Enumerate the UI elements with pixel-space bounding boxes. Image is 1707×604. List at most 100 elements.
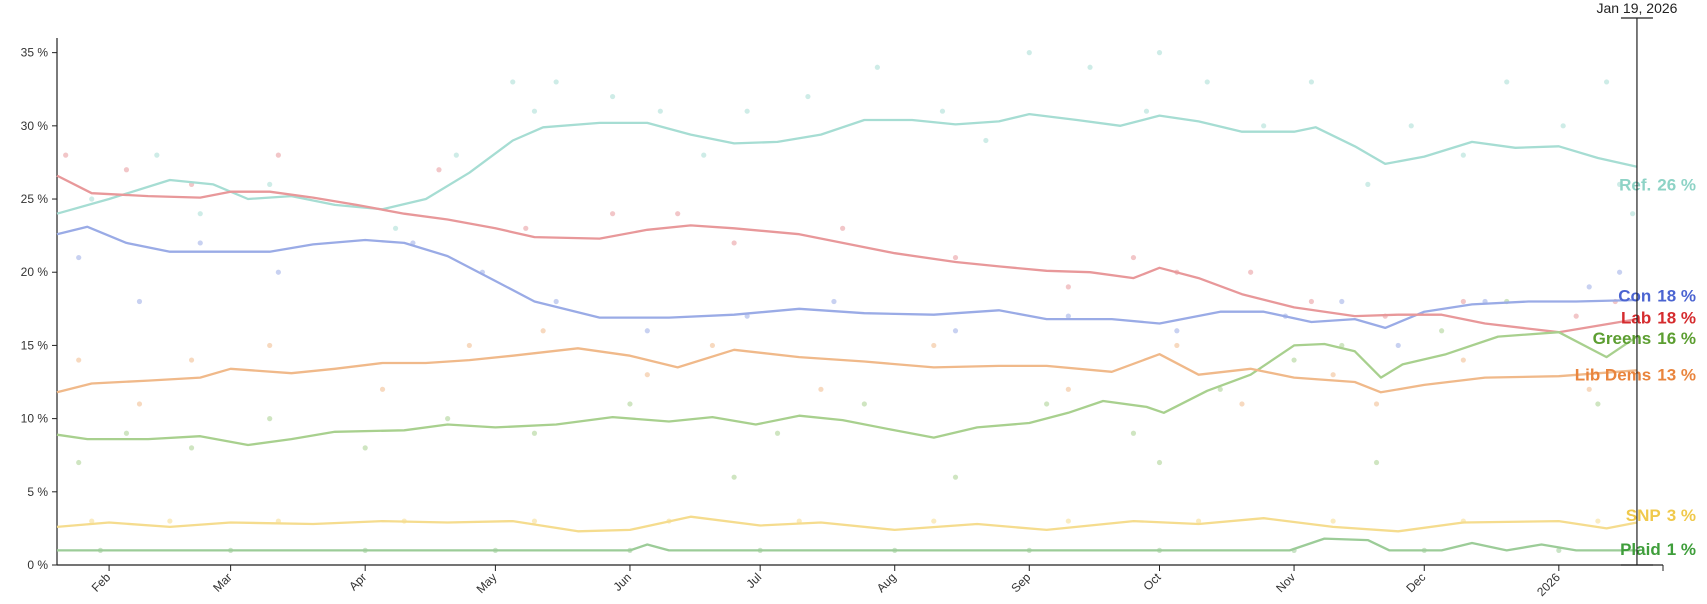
x-tick-label: Oct [1141, 570, 1165, 594]
poll-point [553, 79, 559, 85]
poll-point [553, 298, 559, 305]
poll-point [874, 64, 880, 70]
series-name: Plaid [1620, 540, 1661, 559]
poll-point [136, 298, 143, 305]
x-tick-label: Aug [874, 570, 899, 595]
poll-point [931, 342, 937, 349]
poll-point [931, 518, 937, 524]
poll-point [392, 225, 399, 231]
series-line-lib-dems [56, 347, 1638, 394]
series-name: Greens [1593, 329, 1652, 348]
poll-point [744, 108, 750, 114]
poll-point [952, 254, 959, 261]
poll-point [1239, 401, 1245, 407]
y-tick-label: 10 % [21, 412, 49, 426]
series-current-value: 18 % [1657, 287, 1696, 306]
series-line-ref [56, 112, 1638, 215]
poll-point [1595, 401, 1601, 407]
poll-point [531, 518, 538, 524]
y-tick-label: 15 % [21, 338, 49, 352]
poll-point [362, 445, 368, 451]
poll-point [188, 445, 195, 451]
y-tick-label: 5 % [27, 485, 48, 499]
poll-point [167, 518, 173, 524]
poll-point [197, 240, 203, 246]
series-label-lab: Lab 18 % [1621, 309, 1696, 328]
poll-point [952, 474, 959, 480]
poll-point [267, 181, 273, 187]
poll-point [510, 79, 516, 85]
poll-point [1586, 386, 1592, 392]
poll-point [197, 211, 203, 217]
poll-point [1044, 401, 1050, 407]
series-line-con [56, 225, 1638, 330]
poll-point [1174, 342, 1180, 349]
poll-point [1595, 518, 1601, 524]
poll-point [744, 313, 750, 319]
poll-point [1365, 181, 1371, 187]
poll-point [805, 93, 811, 100]
poll-point [831, 298, 837, 305]
series-name: Ref. [1619, 175, 1651, 194]
series-line-lab [56, 174, 1638, 334]
poll-point [540, 328, 546, 334]
x-tick-label: Apr [346, 570, 369, 593]
poll-point [1603, 79, 1610, 85]
poll-point [267, 342, 273, 349]
poll-point [952, 328, 959, 334]
series-label-plaid: Plaid 1 % [1620, 540, 1696, 559]
poll-point [1248, 269, 1254, 275]
poll-point [267, 416, 273, 422]
x-tick-label: Sep [1008, 570, 1033, 595]
poll-point [531, 430, 538, 436]
poll-point [1373, 459, 1380, 466]
poll-point [89, 518, 95, 524]
poll-point [1087, 64, 1093, 70]
poll-point [1330, 518, 1336, 524]
poll-point [1156, 50, 1163, 56]
series-label-lib-dems: Lib Dems 13 % [1575, 366, 1696, 385]
poll-point [1573, 313, 1579, 319]
poll-point [701, 152, 707, 158]
poll-point [1143, 108, 1150, 114]
poll-point [123, 430, 130, 436]
poll-point [1556, 547, 1562, 553]
poll-point [453, 152, 459, 158]
poll-point [379, 386, 386, 392]
poll-point [861, 401, 867, 407]
poll-point [1261, 123, 1267, 129]
x-tick-label: Jun [610, 570, 634, 594]
poll-point [136, 401, 143, 407]
poll-point [1174, 328, 1180, 334]
poll-point [774, 430, 781, 436]
series-current-value: 1 % [1667, 540, 1696, 559]
poll-point [1504, 79, 1510, 85]
series-line-plaid [57, 537, 1637, 552]
x-tick-label: Nov [1273, 570, 1298, 595]
poll-point [1616, 269, 1623, 275]
poll-points-layer [63, 50, 1636, 553]
series-labels-layer: Ref. 26 % Con 18 % Lab 18 % Greens 16 % Lib Dems… [1575, 175, 1696, 559]
poll-point [275, 152, 281, 158]
poll-point [1156, 459, 1163, 466]
poll-point [1065, 313, 1071, 319]
poll-point [76, 254, 82, 261]
current-date-label: Jan 19, 2026 [1596, 0, 1677, 16]
y-tick-label: 25 % [21, 192, 49, 206]
poll-point [275, 269, 281, 275]
poll-point [1065, 386, 1071, 392]
series-label-ref: Ref. 26 % [1619, 175, 1696, 194]
poll-point [731, 240, 737, 246]
chart-axes: 0 % 5 % 10 % 15 % 20 % 25 % 30 % 35 % Feb Mar Apr M… [21, 38, 1664, 599]
poll-point [840, 225, 846, 231]
y-tick-label: 0 % [27, 558, 48, 572]
poll-point [436, 167, 442, 173]
series-label-greens: Greens 16 % [1593, 329, 1696, 348]
poll-point [89, 196, 95, 202]
poll-point [731, 474, 737, 480]
poll-point [1560, 123, 1566, 129]
poll-point [154, 152, 160, 158]
current-date-cursor[interactable]: Jan 19, 2026 [1596, 0, 1678, 566]
poll-point [1217, 386, 1223, 392]
poll-point [1291, 357, 1297, 363]
